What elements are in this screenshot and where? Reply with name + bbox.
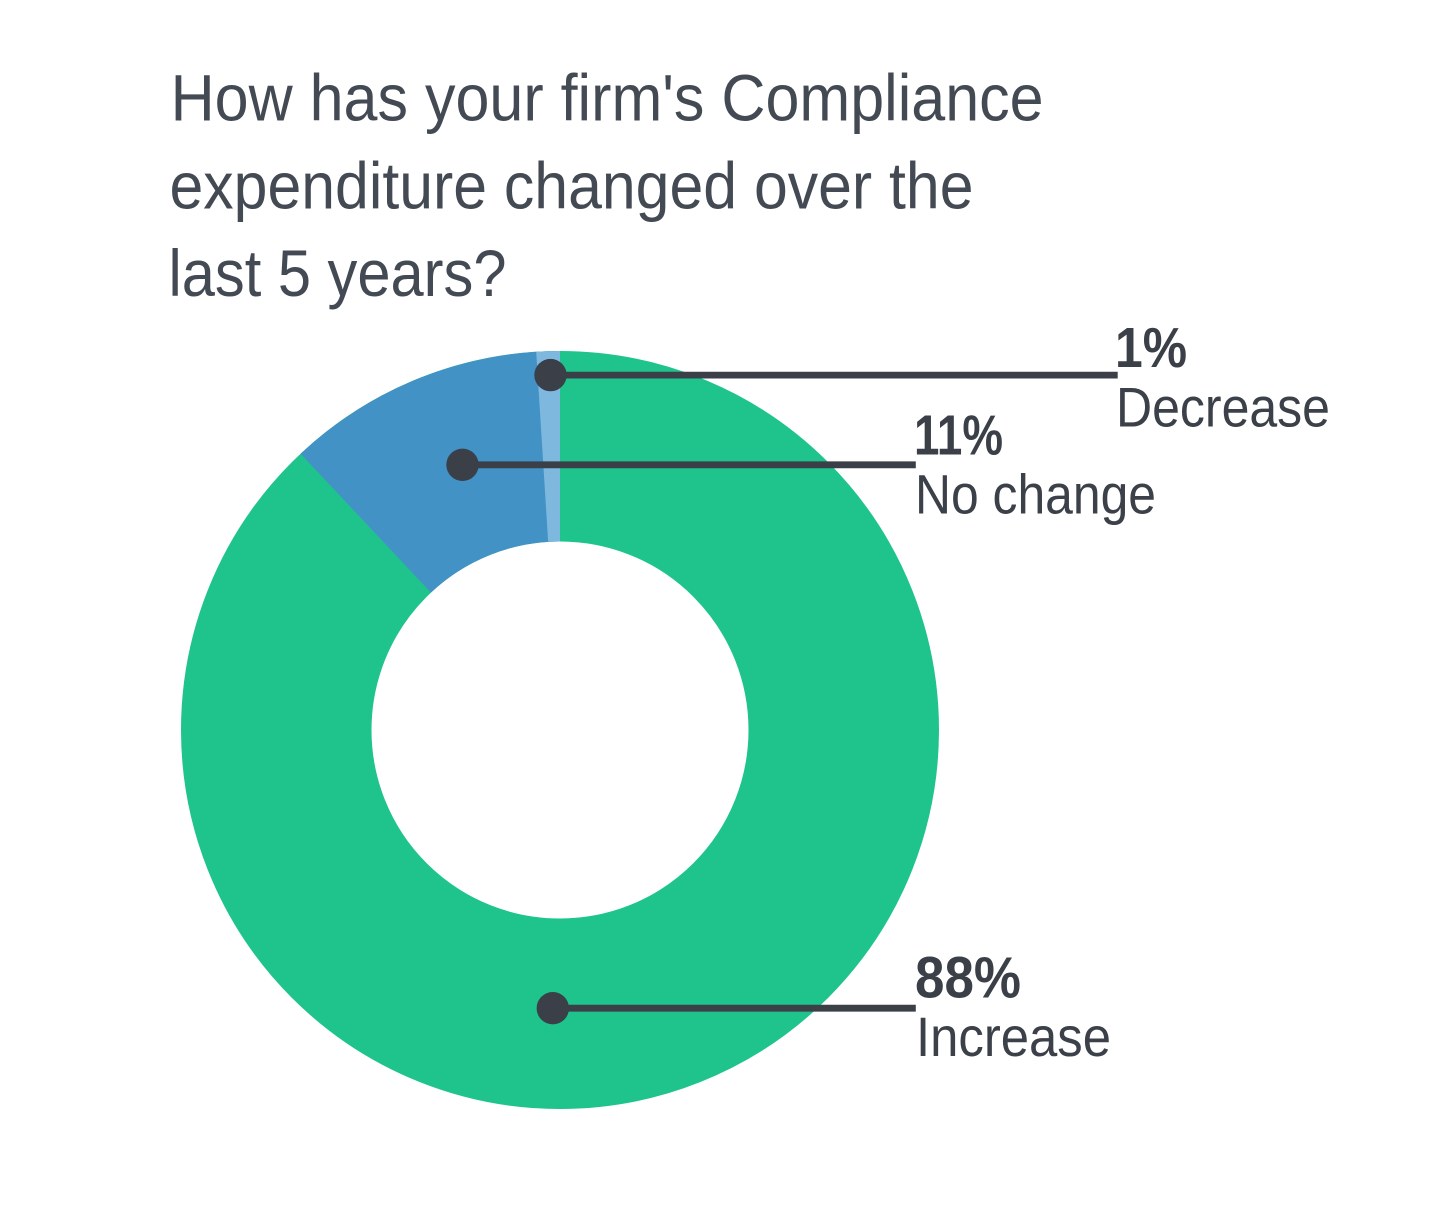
svg-text:expenditure changed over the: expenditure changed over the bbox=[170, 148, 974, 222]
svg-text:No change: No change bbox=[915, 463, 1156, 525]
svg-text:last 5 years?: last 5 years? bbox=[169, 236, 507, 310]
svg-text:How has your firm's Compliance: How has your firm's Compliance bbox=[171, 60, 1044, 134]
svg-text:Decrease: Decrease bbox=[1116, 376, 1330, 438]
svg-text:1%: 1% bbox=[1115, 316, 1187, 380]
svg-text:11%: 11% bbox=[914, 403, 1003, 467]
svg-text:88%: 88% bbox=[915, 945, 1021, 1010]
svg-text:Increase: Increase bbox=[916, 1006, 1111, 1068]
